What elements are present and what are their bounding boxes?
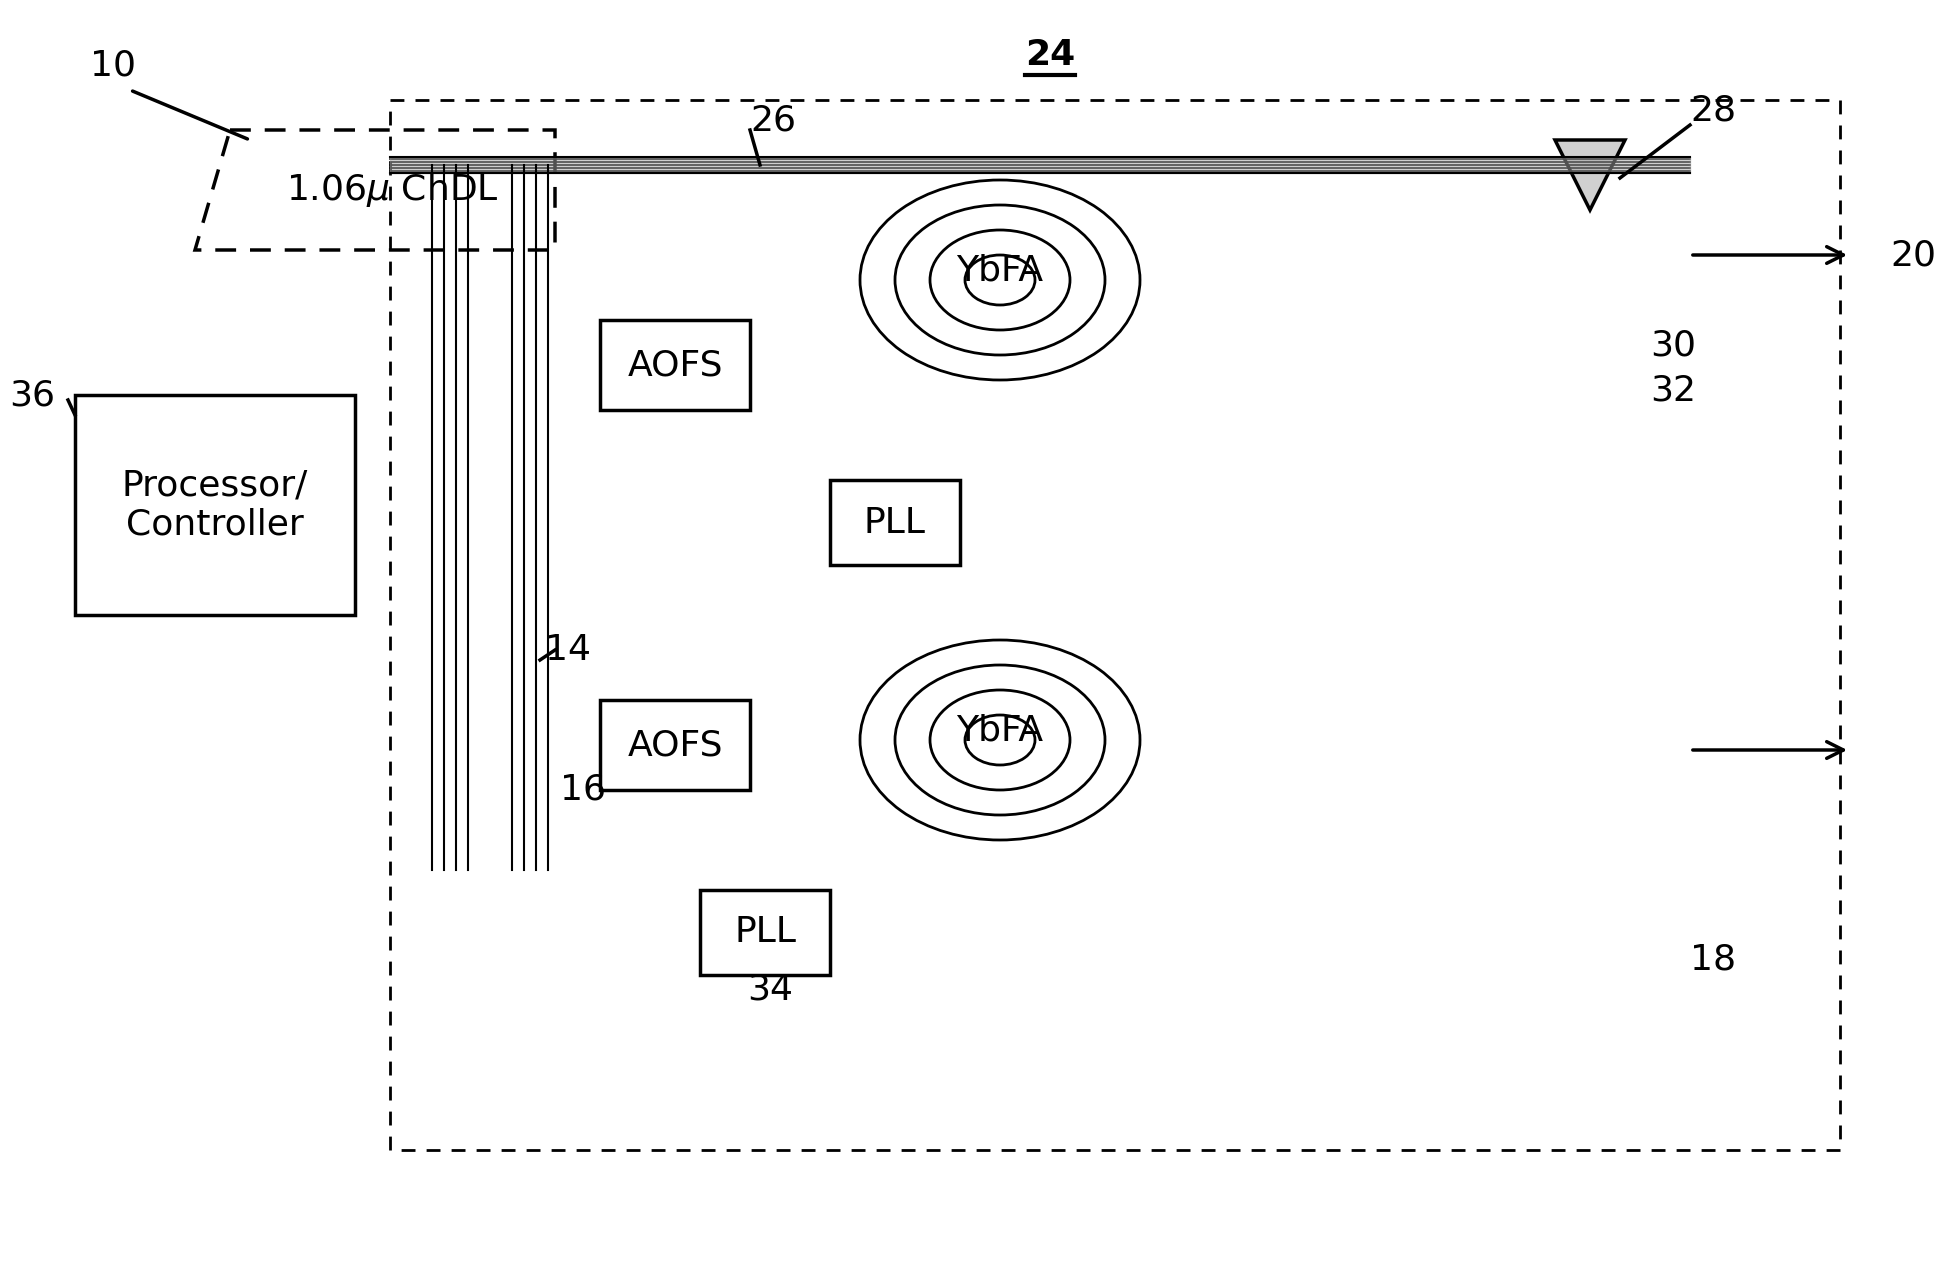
Text: 20: 20 — [1890, 238, 1935, 272]
Text: YbFA: YbFA — [956, 713, 1044, 748]
Text: 14: 14 — [545, 633, 590, 667]
Text: AOFS: AOFS — [628, 728, 723, 762]
Text: Processor/
Controller: Processor/ Controller — [121, 468, 309, 542]
Text: 26: 26 — [751, 104, 796, 137]
Polygon shape — [831, 481, 960, 565]
Text: 16: 16 — [559, 773, 606, 806]
Text: PLL: PLL — [864, 506, 927, 539]
Text: 24: 24 — [1024, 38, 1075, 72]
Polygon shape — [700, 889, 831, 975]
Polygon shape — [600, 700, 751, 790]
Polygon shape — [74, 395, 356, 615]
Polygon shape — [1554, 141, 1625, 210]
Text: YbFA: YbFA — [956, 253, 1044, 288]
Text: 10: 10 — [90, 49, 137, 82]
Text: 32: 32 — [1650, 373, 1697, 406]
Polygon shape — [600, 320, 751, 410]
Text: 36: 36 — [10, 378, 55, 412]
Text: 1.06$\mu$ ChDL: 1.06$\mu$ ChDL — [285, 171, 499, 210]
Text: 18: 18 — [1689, 943, 1736, 976]
Text: 34: 34 — [747, 973, 794, 1007]
Text: 28: 28 — [1689, 93, 1736, 127]
Text: 30: 30 — [1650, 328, 1697, 362]
Text: AOFS: AOFS — [628, 348, 723, 382]
Text: PLL: PLL — [733, 915, 796, 950]
